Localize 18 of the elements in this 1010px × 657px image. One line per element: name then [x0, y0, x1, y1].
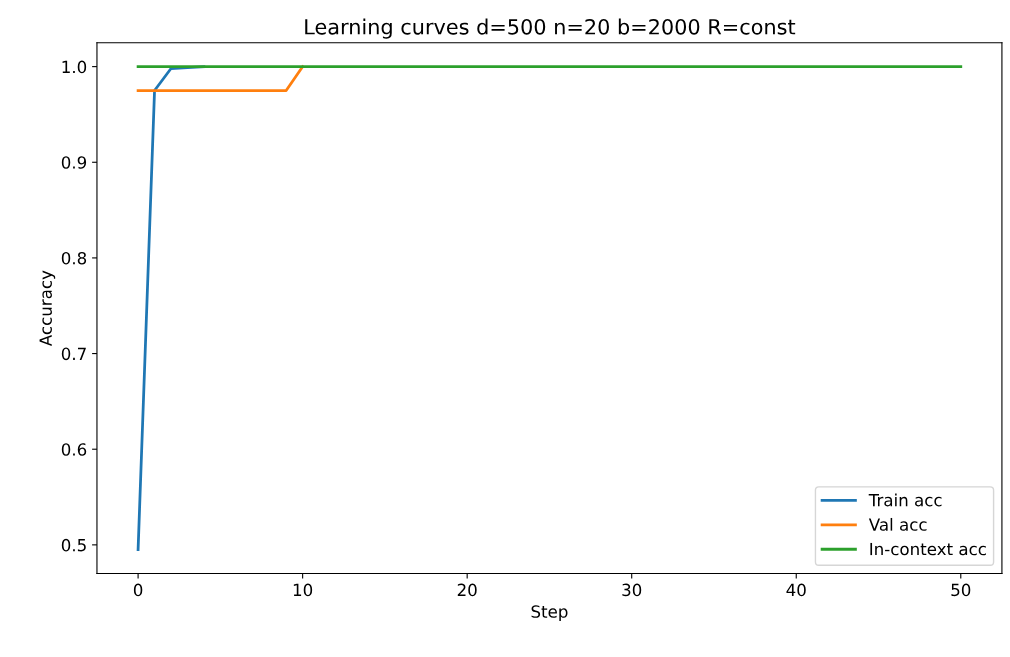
legend-label: Train acc: [868, 493, 942, 507]
y-axis-title: Accuracy: [39, 270, 56, 347]
chart-title: Learning curves d=500 n=20 b=2000 R=const: [305, 18, 796, 39]
x-axis-title: Step: [531, 605, 568, 622]
x-tick-label: 20: [457, 583, 477, 597]
y-tick-label: 0.5: [61, 538, 86, 552]
y-tick-label: 1.0: [62, 60, 87, 74]
y-tick-label: 0.7: [61, 347, 86, 361]
x-tick-label: 0: [133, 583, 143, 597]
y-tick-label: 0.6: [61, 443, 87, 456]
x-tick-label: 50: [951, 583, 971, 597]
x-tick-label: 40: [786, 583, 806, 597]
x-tick-label: 10: [293, 583, 313, 597]
y-tick-label: 0.9: [61, 156, 87, 169]
x-tick-label: 30: [622, 583, 642, 597]
y-tick-label: 0.8: [61, 251, 87, 265]
legend-label: Val acc: [868, 517, 927, 531]
legend-label: In-context acc: [870, 542, 986, 556]
